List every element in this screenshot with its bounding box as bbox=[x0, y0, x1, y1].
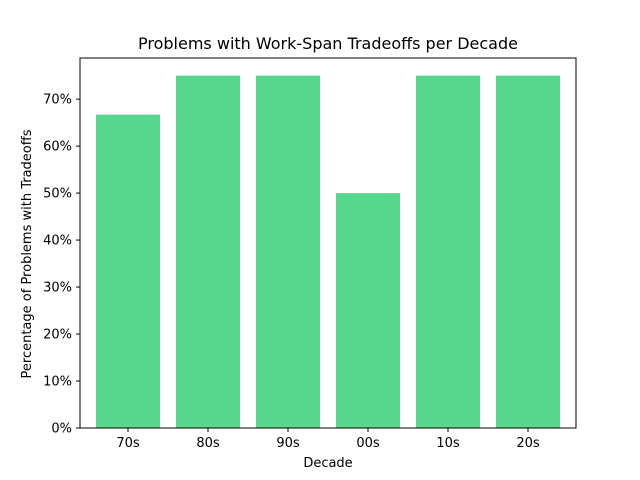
bar-70s bbox=[96, 114, 160, 428]
y-tick-label: 60% bbox=[43, 140, 72, 155]
x-tick-label: 00s bbox=[356, 436, 380, 451]
bar-10s bbox=[416, 75, 480, 428]
x-axis-label: Decade bbox=[303, 456, 352, 471]
bar-90s bbox=[256, 75, 320, 428]
y-axis-ticks: 0% 10% 20% 30% 40% 50% 60% 70% bbox=[43, 93, 80, 437]
y-tick-label: 20% bbox=[43, 328, 72, 343]
y-tick-label: 0% bbox=[51, 422, 72, 437]
bar-00s bbox=[336, 193, 400, 428]
bar-80s bbox=[176, 75, 240, 428]
plot-frame bbox=[79, 57, 577, 429]
bars-group bbox=[96, 75, 560, 428]
x-axis-ticks: 70s 80s 90s 00s 10s 20s bbox=[116, 428, 540, 451]
y-axis-label: Percentage of Problems with Tradeoffs bbox=[20, 129, 35, 378]
y-tick-label: 10% bbox=[43, 375, 72, 390]
x-tick-label: 90s bbox=[276, 436, 300, 451]
x-tick-label: 20s bbox=[516, 436, 540, 451]
y-tick-label: 70% bbox=[43, 93, 72, 108]
chart-title: Problems with Work-Span Tradeoffs per De… bbox=[138, 34, 518, 53]
x-tick-label: 80s bbox=[196, 436, 220, 451]
y-tick-label: 50% bbox=[43, 187, 72, 202]
x-tick-label: 70s bbox=[116, 436, 140, 451]
x-tick-label: 10s bbox=[436, 436, 460, 451]
y-tick-label: 30% bbox=[43, 281, 72, 296]
y-tick-label: 40% bbox=[43, 234, 72, 249]
bar-20s bbox=[496, 75, 560, 428]
